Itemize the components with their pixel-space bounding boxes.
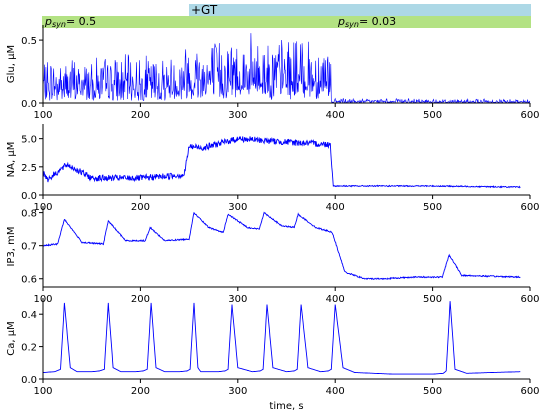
x-tick-label: 300 [228,202,247,213]
psyn-bar [42,16,531,28]
x-axis-label: time, s [269,401,303,412]
x-tick-label: 400 [326,110,345,121]
x-tick-label: 200 [131,110,150,121]
x-tick-label: 400 [326,386,345,397]
x-tick-label: 200 [131,202,150,213]
x-tick-label: 600 [520,386,539,397]
psyn-left-main: p [44,15,52,28]
x-tick-label: 400 [326,202,345,213]
series-line [42,211,521,281]
y-tick-label: 0.4 [21,310,37,321]
x-tick-label: 300 [228,386,247,397]
x-tick-label: 600 [520,202,539,213]
psyn-right-value: = 0.03 [359,15,396,28]
y-tick-label: 0.8 [21,209,37,220]
x-tick-label: 500 [423,110,442,121]
x-tick-label: 100 [33,386,52,397]
gt-label: +GT [191,3,218,17]
x-tick-label: 500 [423,202,442,213]
y-tick-label: 0.0 [21,191,37,202]
x-tick-label: 200 [131,294,150,305]
y-tick-label: 0.6 [21,275,37,286]
x-tick-label: 300 [228,110,247,121]
psyn-left-label: psyn= 0.5 [44,15,96,29]
x-tick-label: 600 [520,294,539,305]
x-tick-label: 500 [423,386,442,397]
y-axis-label: Glu, μM [6,45,17,83]
y-axis-label: IP3, mM [6,226,17,266]
y-axis-label: Ca, μM [6,321,17,355]
x-tick-label: 100 [33,110,52,121]
psyn-right-main: p [337,15,345,28]
y-tick-label: 0.5 [21,36,37,47]
panel-0: 0.0 0.5 100 200 300 400 500 600 Glu, μM [6,25,540,121]
y-tick-label: 0.0 [21,375,37,386]
psyn-right-label: psyn= 0.03 [337,15,396,29]
y-tick-label: 0.7 [21,242,37,253]
x-tick-label: 600 [520,110,539,121]
y-tick-label: 2.5 [21,163,37,174]
psyn-left-sub: syn [52,20,66,29]
x-tick-label: 300 [228,294,247,305]
panels: 0.0 0.5 100 200 300 400 500 600 Glu, μM 0.0 2.5 5.0… [6,25,540,412]
series-line [42,136,521,189]
gt-bar [189,4,531,16]
series-line [42,33,531,104]
x-tick-label: 500 [423,294,442,305]
series-line [43,301,521,375]
x-tick-label: 200 [131,386,150,397]
y-tick-label: 5.0 [21,135,37,146]
x-tick-label: 400 [326,294,345,305]
panel-3: 0.0 0.2 0.4 100 200 300 400 500 600 Ca, μM time, s [6,298,540,412]
psyn-left-value: = 0.5 [66,15,96,28]
y-tick-label: 0.2 [21,343,37,354]
psyn-right-sub: syn [345,20,359,29]
y-axis-label: NA, μM [6,142,17,178]
y-tick-label: 0.0 [21,99,37,110]
